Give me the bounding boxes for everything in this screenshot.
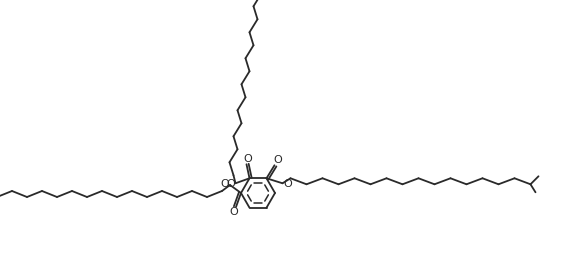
Text: O: O [283,179,292,189]
Text: O: O [220,179,230,189]
Text: O: O [230,207,238,217]
Text: O: O [243,154,252,164]
Text: O: O [226,179,235,189]
Text: O: O [273,155,282,165]
